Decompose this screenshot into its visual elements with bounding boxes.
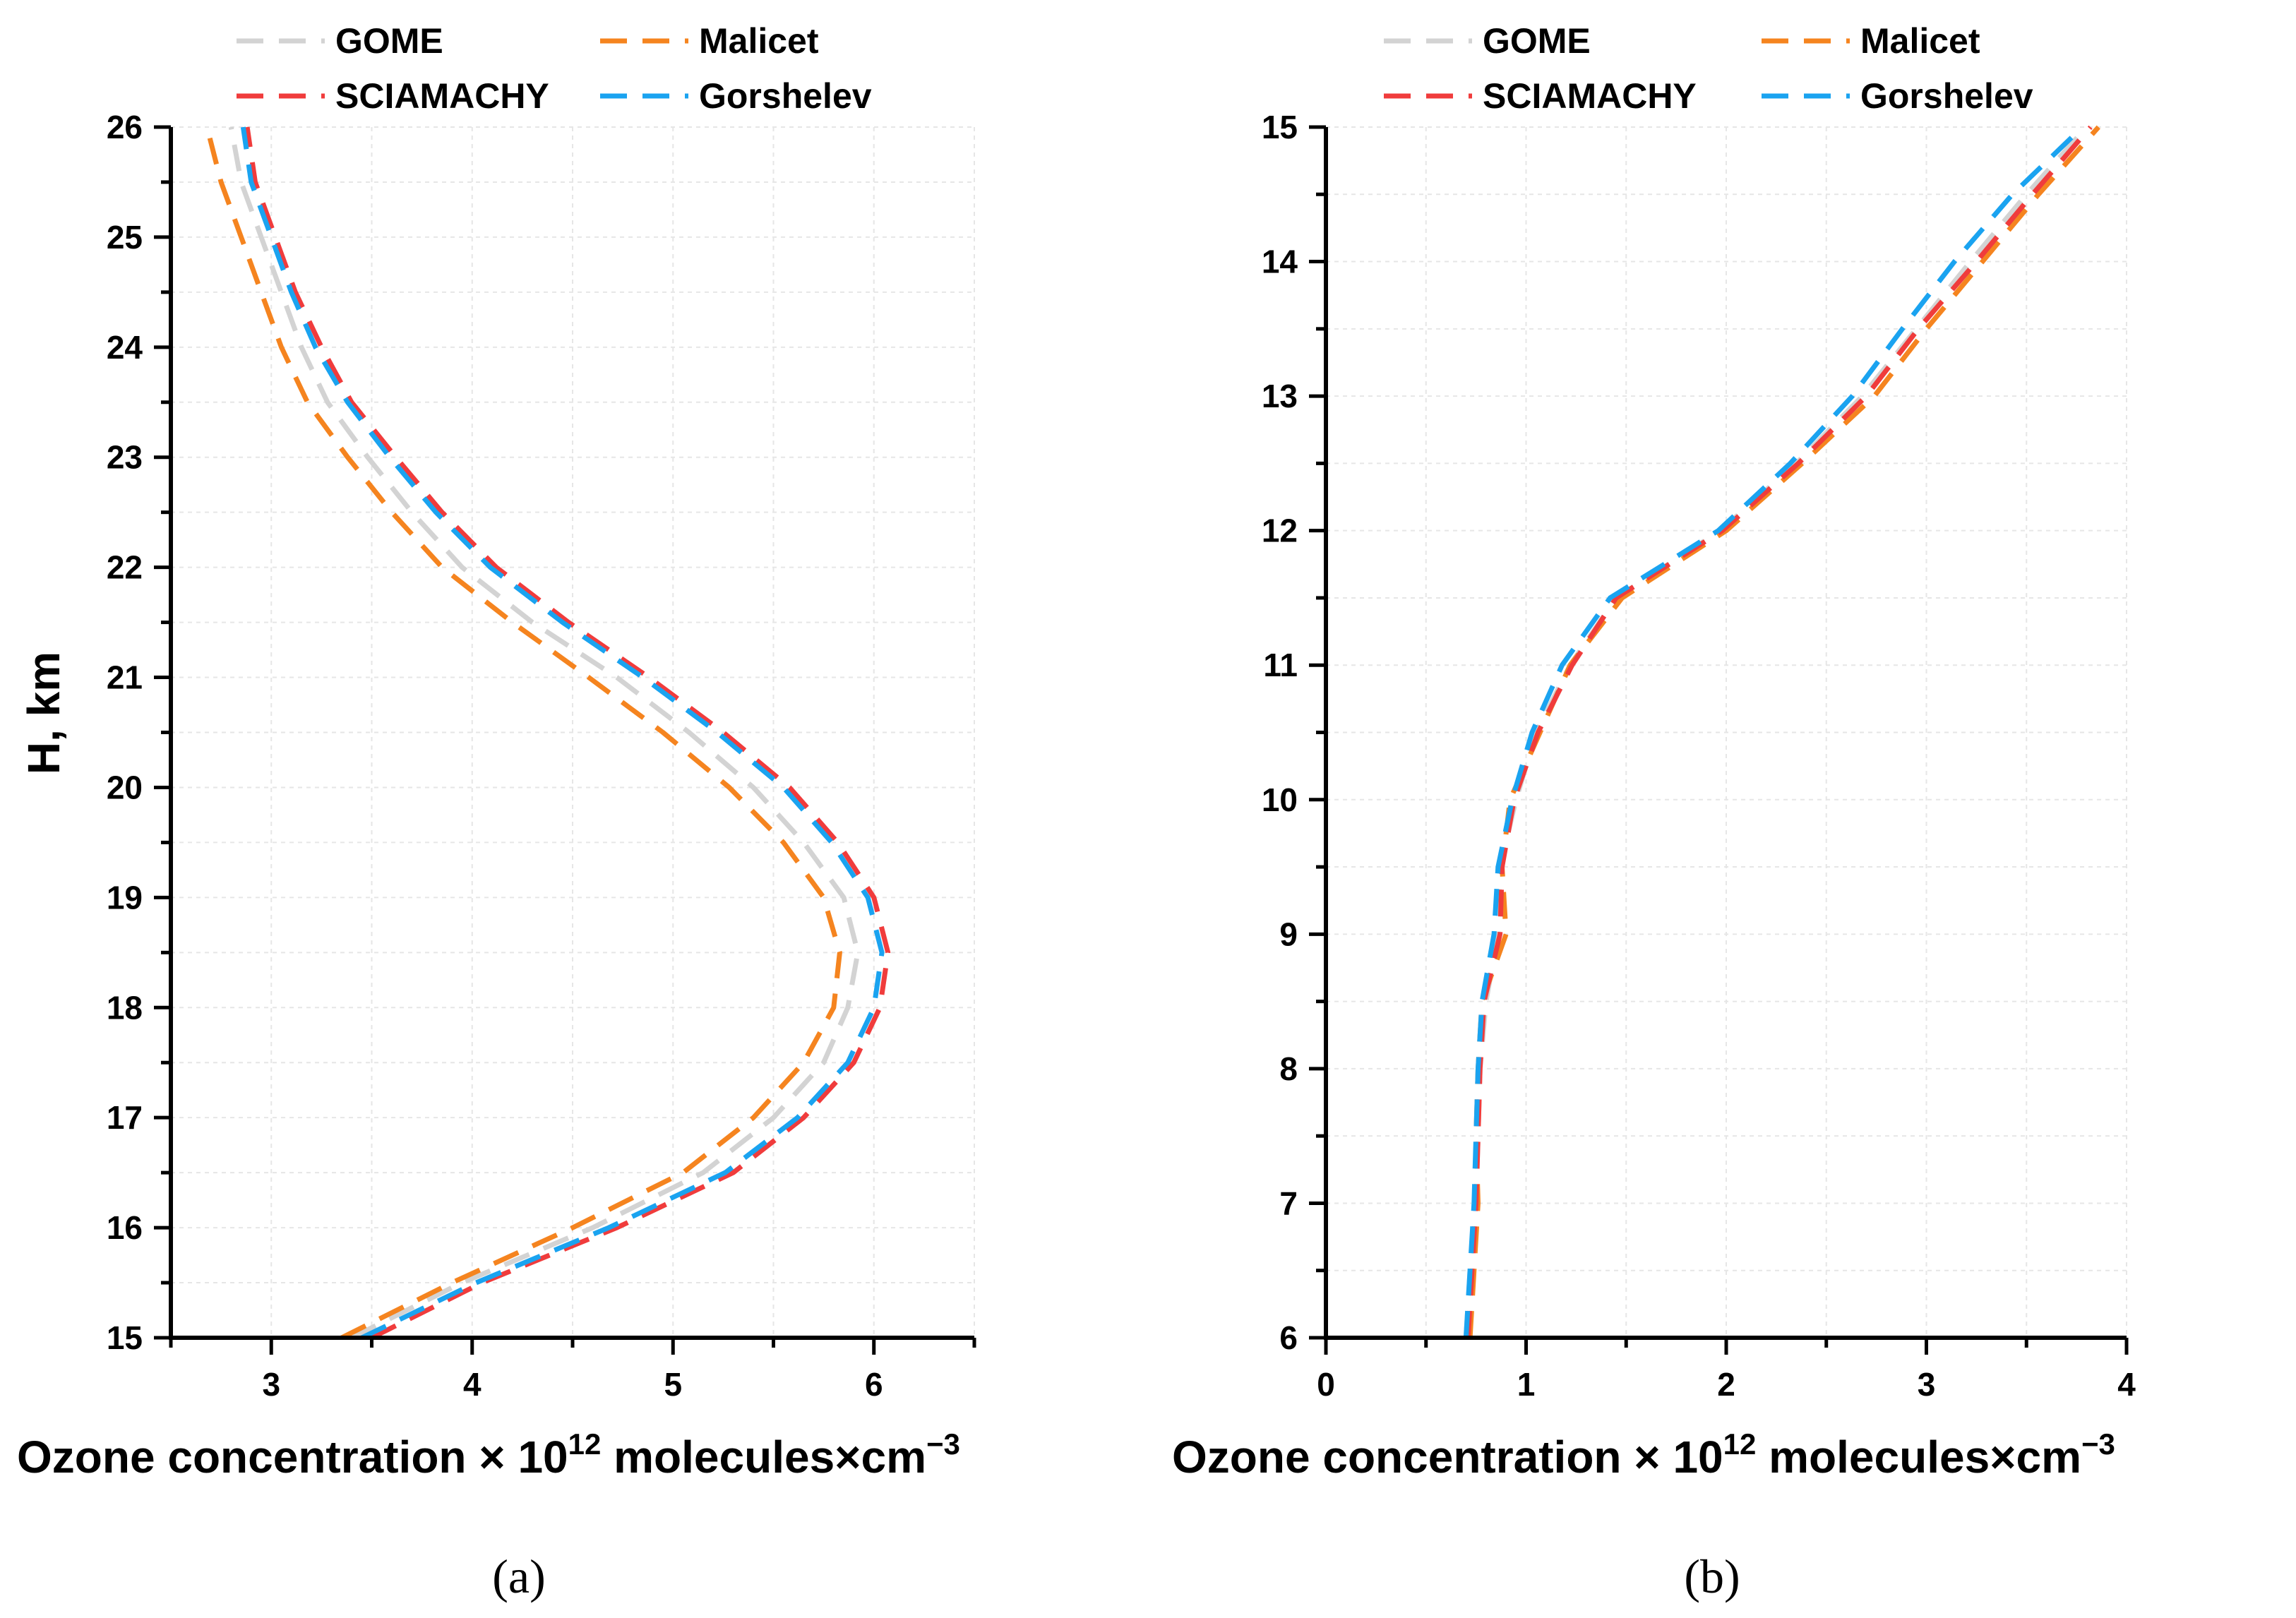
panel-b-caption: (b) [1684, 1550, 1740, 1603]
y-tick-label: 26 [107, 109, 143, 145]
panel-b-x-axis-title: Ozone concentration × 1012 molecules×cm−… [1172, 1427, 2115, 1482]
x-tick-label: 5 [664, 1366, 682, 1403]
panel-b-legend: GOME Malicet SCIAMACHY Gorshelev [1384, 21, 2033, 116]
x-tick-label: 6 [865, 1366, 883, 1403]
x-tick-label: 3 [262, 1366, 280, 1403]
legend-label-gome: GOME [1483, 21, 1591, 61]
x-tick-label: 4 [463, 1366, 482, 1403]
y-tick-label: 10 [1262, 781, 1298, 818]
panel-b-grid [1325, 126, 2127, 1338]
series-line-gorshelev [240, 126, 885, 1341]
y-tick-label: 20 [107, 769, 143, 805]
x-tick-label: 0 [1317, 1366, 1335, 1403]
y-tick-label: 6 [1279, 1319, 1298, 1356]
panel-b-series [1463, 125, 2100, 1338]
legend-label-gome: GOME [335, 21, 443, 61]
panel-a-y-axis-title: H, km [18, 652, 69, 774]
legend-label-sciamachy: SCIAMACHY [1483, 76, 1697, 116]
y-tick-label: 17 [107, 1099, 143, 1136]
series-line-sciamachy [1465, 125, 2093, 1338]
series-line-gome [228, 126, 861, 1341]
y-tick-label: 15 [1262, 109, 1298, 145]
y-tick-label: 7 [1279, 1185, 1298, 1221]
panel-a: 3 4 5 6 15 16 17 18 19 20 21 22 23 24 25 26 GOME Malicet… [17, 21, 976, 1603]
x-tick-label: 3 [1918, 1366, 1936, 1403]
legend-label-malicet: Malicet [1860, 21, 1980, 61]
panel-a-series [204, 126, 891, 1341]
y-tick-label: 15 [107, 1319, 143, 1356]
legend-label-gorshelev: Gorshelev [1860, 76, 2033, 116]
panel-a-legend: GOME Malicet SCIAMACHY Gorshelev [237, 21, 872, 116]
x-tick-label: 1 [1517, 1366, 1536, 1403]
y-tick-label: 13 [1262, 378, 1298, 414]
y-tick-label: 22 [107, 549, 143, 586]
legend-label-sciamachy: SCIAMACHY [335, 76, 549, 116]
legend-label-gorshelev: Gorshelev [699, 76, 872, 116]
panel-a-caption: (a) [492, 1550, 545, 1603]
y-tick-label: 14 [1262, 244, 1298, 280]
y-tick-label: 9 [1279, 916, 1298, 952]
x-tick-label: 4 [2117, 1366, 2136, 1403]
series-line-gorshelev [1463, 125, 2085, 1338]
y-tick-label: 18 [107, 989, 143, 1026]
series-line-malicet [204, 126, 842, 1341]
panel-a-grid [170, 126, 975, 1338]
y-tick-label: 11 [1263, 647, 1298, 683]
panel-a-axes: 3 4 5 6 15 16 17 18 19 20 21 22 23 24 25 26 [107, 109, 976, 1403]
y-tick-label: 21 [107, 659, 143, 696]
panel-a-x-axis-title: Ozone concentration × 1012 molecules×cm−… [17, 1427, 960, 1482]
legend-label-malicet: Malicet [699, 21, 819, 61]
y-tick-label: 24 [107, 329, 143, 366]
y-tick-label: 12 [1262, 513, 1298, 549]
y-tick-label: 19 [107, 879, 143, 916]
y-tick-label: 16 [107, 1209, 143, 1246]
y-tick-label: 25 [107, 219, 143, 256]
y-tick-label: 8 [1279, 1050, 1298, 1087]
x-tick-label: 2 [1717, 1366, 1735, 1403]
y-tick-label: 23 [107, 439, 143, 476]
series-line-sciamachy [244, 126, 891, 1341]
